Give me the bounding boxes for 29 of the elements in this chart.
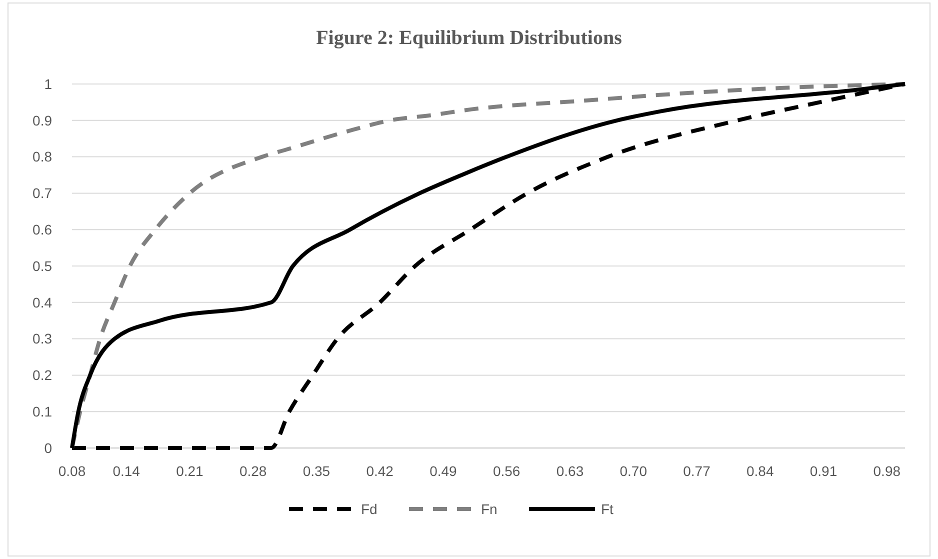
y-tick-label: 0.6 — [32, 222, 52, 238]
x-tick-label: 0.49 — [430, 463, 458, 479]
legend-label: Fn — [481, 500, 498, 517]
x-tick-label: 0.08 — [58, 463, 86, 479]
y-tick-label: 0.4 — [32, 294, 52, 310]
x-tick-label: 0.98 — [873, 463, 901, 479]
y-tick-label: 0.2 — [32, 367, 52, 384]
y-tick-label: 0.8 — [32, 148, 52, 165]
x-tick-label: 0.56 — [492, 463, 520, 479]
y-tick-label: 0.7 — [32, 185, 52, 202]
legend-label: Fd — [361, 500, 378, 517]
y-tick-label: 0.1 — [32, 404, 52, 420]
y-tick-label: 0.5 — [32, 258, 52, 274]
y-tick-label: 0.3 — [32, 330, 52, 347]
x-tick-label: 0.42 — [366, 463, 394, 479]
x-tick-label: 0.77 — [683, 463, 711, 479]
x-tick-label: 0.63 — [556, 463, 584, 479]
x-tick-label: 0.70 — [620, 463, 648, 479]
y-tick-label: 0.9 — [32, 112, 52, 128]
x-tick-label: 0.84 — [746, 463, 774, 479]
y-tick-label: 1 — [44, 76, 52, 92]
x-tick-label: 0.14 — [112, 463, 140, 479]
x-tick-label: 0.28 — [239, 463, 267, 479]
chart-title: Figure 2: Equilibrium Distributions — [316, 27, 622, 49]
x-tick-label: 0.35 — [302, 463, 330, 479]
x-tick-label: 0.91 — [810, 463, 838, 479]
x-tick-label: 0.21 — [176, 463, 204, 479]
legend-label: Ft — [601, 500, 614, 517]
y-tick-label: 0 — [44, 440, 52, 456]
